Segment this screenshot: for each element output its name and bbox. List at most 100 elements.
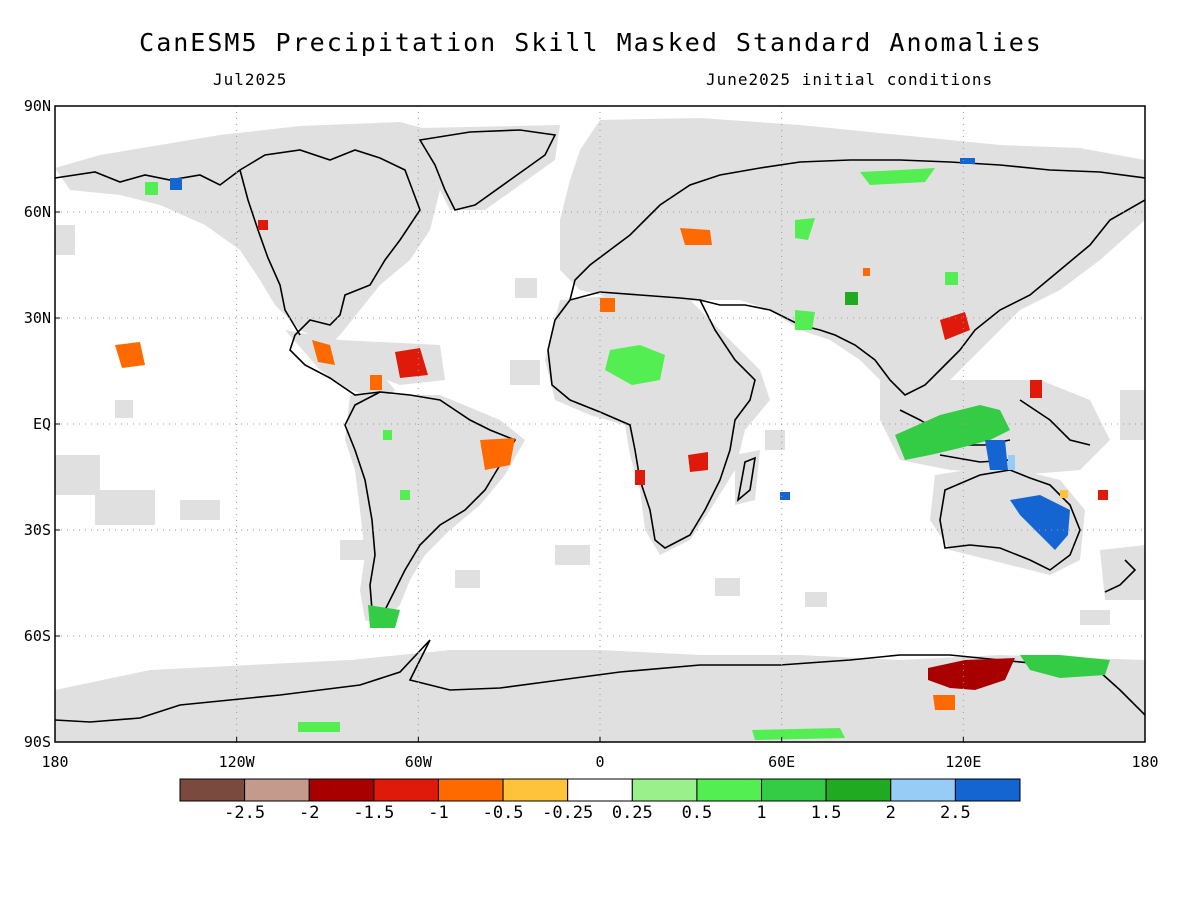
mask-patch	[805, 592, 827, 607]
colorbar-swatch	[308, 778, 375, 802]
anomaly-patch-dry	[1030, 380, 1042, 398]
colorbar-label: -2	[299, 803, 319, 823]
colorbar-swatch	[437, 778, 504, 802]
mask-patch	[515, 278, 537, 298]
mask-patch	[55, 455, 100, 495]
colorbar-swatch	[179, 778, 246, 802]
mask-australia	[930, 465, 1085, 575]
mask-patch	[510, 360, 540, 385]
mask-antarctica	[55, 650, 1145, 742]
anomaly-patch-very-wet	[780, 492, 790, 500]
anomaly-patch-very-wet	[985, 440, 1008, 470]
lat-tick-label: EQ	[33, 415, 51, 433]
colorbar-swatch	[954, 778, 1021, 802]
anomaly-patch-dry	[635, 470, 645, 485]
anomaly-patch-wet	[752, 728, 845, 740]
mask-patch	[95, 490, 155, 525]
lat-tick-label: 90S	[24, 733, 51, 751]
colorbar-swatch	[761, 778, 827, 802]
lon-tick-label: 60E	[768, 753, 795, 771]
coast-south-america	[344, 391, 517, 611]
mask-south-america	[345, 395, 525, 625]
colorbar-label: 0.5	[682, 803, 713, 823]
anomaly-layer	[115, 158, 1110, 740]
anomaly-patch-dry	[688, 452, 708, 472]
anomaly-patch-wet	[795, 310, 815, 330]
colorbar-label: 2.5	[940, 803, 971, 823]
anomaly-patch-dry	[600, 298, 615, 312]
anomaly-patch-dry	[312, 340, 335, 365]
anomaly-patch-wet	[1020, 655, 1110, 678]
lat-tick-label: 60S	[24, 627, 51, 645]
colorbar-label: -1.5	[353, 803, 394, 823]
mask-africa	[545, 295, 770, 555]
mask-patch	[340, 540, 370, 560]
lat-tick-label: 30N	[24, 309, 51, 327]
coast-madagascar	[736, 456, 757, 503]
anomaly-patch-dry	[370, 375, 382, 390]
anomaly-patch-dry	[395, 348, 428, 378]
coast-greenland	[418, 129, 557, 211]
chart-title: CanESM5 Precipitation Skill Masked Stand…	[139, 28, 1043, 57]
colorbar-label: -0.25	[542, 803, 593, 823]
anomaly-patch-very-wet	[960, 158, 975, 164]
anomaly-patch-wet	[145, 182, 158, 195]
colorbar-swatch	[244, 778, 310, 802]
lat-tick-label: 30S	[24, 521, 51, 539]
colorbar: -2.5 -2 -1.5 -1 -0.5 -0.25 0.25 0.5 1 1.5 2 2.5	[179, 778, 1021, 823]
anomaly-patch-wet	[383, 430, 392, 440]
axis-labels: 90N 60N 30N EQ 30S 60S 90S 180 120W 60W 0 60E 120E 18…	[24, 97, 1159, 771]
lon-tick-label: 180	[1131, 753, 1158, 771]
anomaly-patch-dry	[863, 268, 870, 276]
anomaly-patch-dry	[940, 312, 970, 340]
mask-patch	[180, 500, 220, 520]
colorbar-swatch	[696, 778, 763, 802]
mask-central-america	[285, 330, 395, 400]
mask-greenland	[420, 125, 560, 210]
mask-patch	[765, 430, 785, 450]
anomaly-patch-dry	[1060, 490, 1068, 498]
coast-north-america	[54, 149, 421, 396]
anomaly-patch-wet	[400, 490, 410, 500]
mask-patch	[55, 225, 75, 255]
mask-patch	[455, 570, 480, 588]
mask-patch	[555, 545, 590, 565]
colorbar-label: -1	[428, 803, 448, 823]
coast-new-zealand	[1104, 559, 1137, 593]
anomaly-patch-wet	[895, 405, 1010, 460]
colorbar-swatch	[502, 778, 569, 802]
colorbar-swatch	[373, 778, 439, 802]
anomaly-patch-wet	[368, 605, 400, 628]
colorbar-label: 0.25	[612, 803, 653, 823]
anomaly-patch-dry	[1098, 490, 1108, 500]
colorbar-swatch	[825, 778, 892, 802]
anomaly-patch-very-wet	[1010, 495, 1070, 550]
colorbar-swatch	[631, 778, 698, 802]
mask-patch	[1080, 610, 1110, 625]
colorbar-label: -2.5	[224, 803, 265, 823]
coastlines	[54, 129, 1146, 723]
gridlines	[55, 106, 1145, 742]
colorbar-label: 1	[756, 803, 766, 823]
anomaly-patch-wet	[945, 272, 958, 285]
lon-tick-label: 120W	[219, 753, 256, 771]
colorbar-swatch	[567, 778, 633, 802]
valid-month-label: Jul2025	[213, 70, 288, 89]
colorbar-label: 1.5	[811, 803, 842, 823]
anomaly-patch-very-wet	[1008, 455, 1015, 470]
anomaly-patch-wet	[860, 168, 935, 185]
mask-patch	[1120, 390, 1145, 440]
anomaly-patch-dry	[933, 695, 955, 710]
lat-tick-label: 90N	[24, 97, 51, 115]
colorbar-swatch	[890, 778, 956, 802]
lon-tick-label: 0	[595, 753, 604, 771]
anomaly-patch-wet	[605, 345, 665, 385]
lon-tick-label: 120E	[945, 753, 981, 771]
anomaly-patch-dry	[480, 438, 515, 470]
lon-tick-label: 180	[41, 753, 68, 771]
mask-eurasia	[560, 118, 1145, 400]
anomaly-patch-dry	[115, 342, 145, 368]
anomaly-patch-dry	[680, 228, 712, 245]
coast-africa	[547, 291, 756, 549]
